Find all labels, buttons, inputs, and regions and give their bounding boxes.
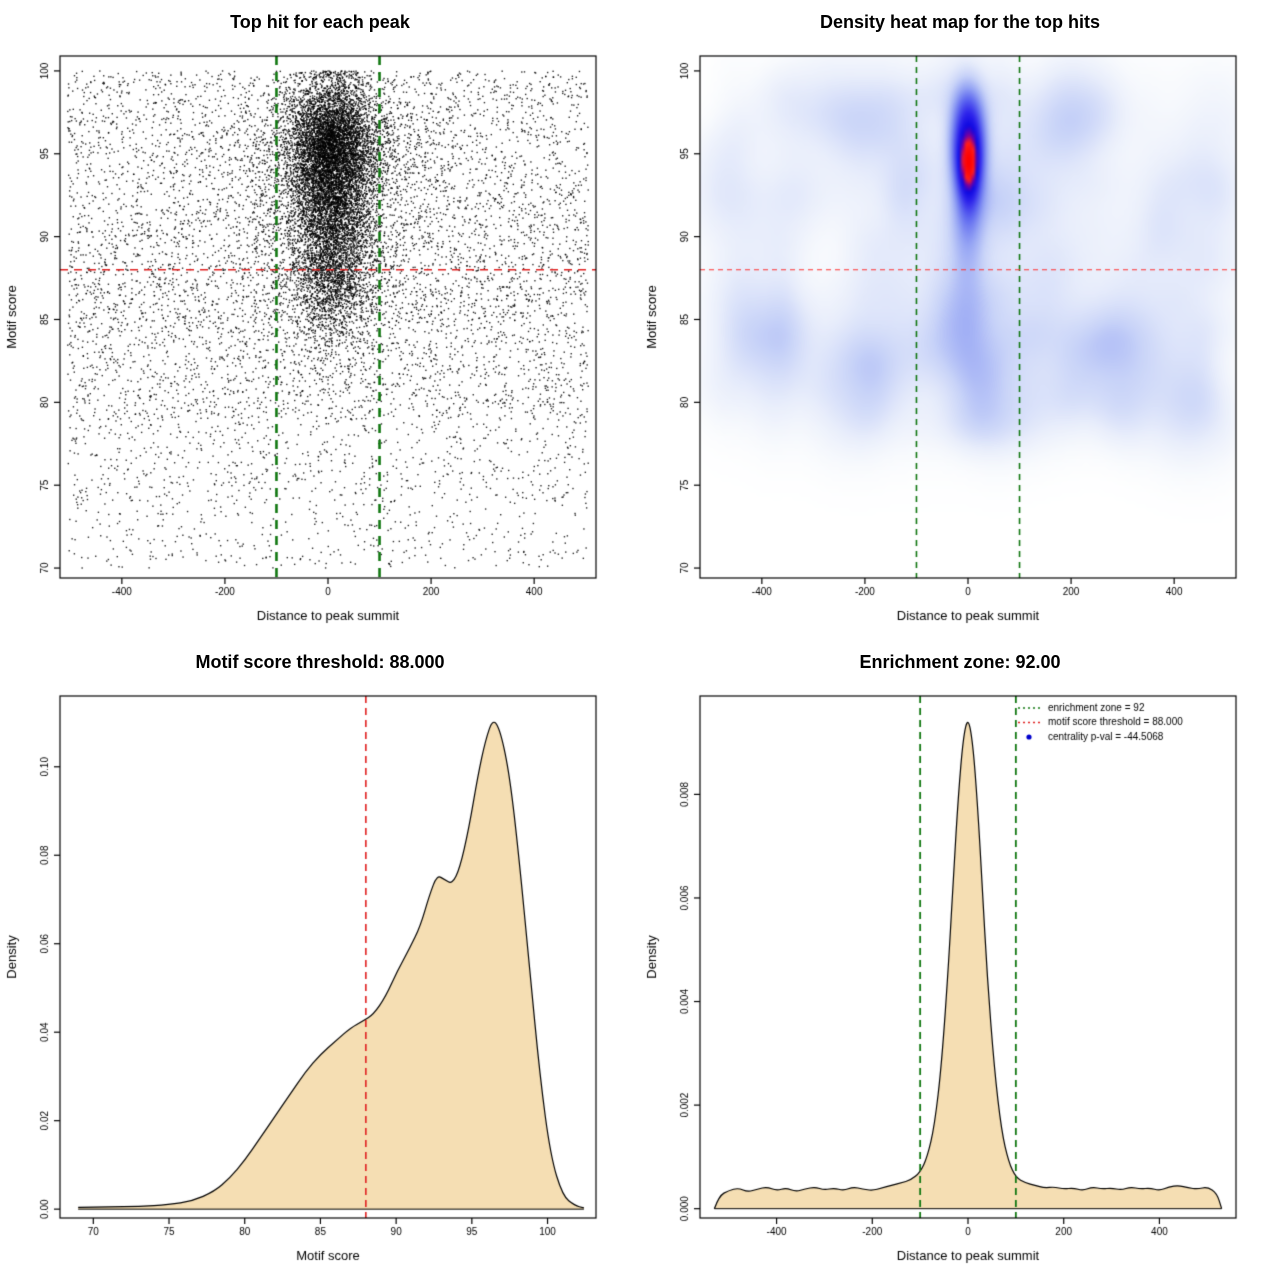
panel-density-heatmap: Density heat map for the top hits [640, 0, 1280, 640]
motif-density-plot-canvas [0, 684, 640, 1280]
panel-distance-density: Enrichment zone: 92.00 [640, 640, 1280, 1280]
chart-title-heatmap: Density heat map for the top hits [819, 11, 1101, 32]
heatmap-plot-canvas [640, 44, 1280, 640]
chart-title-scatter: Top hit for each peak [230, 11, 410, 32]
chart-title-enrichment-zone: Enrichment zone: 92.00 [859, 651, 1061, 672]
panel-top-hit-scatter: Top hit for each peak [0, 0, 640, 640]
panel-motif-score-density: Motif score threshold: 88.000 [0, 640, 640, 1280]
chart-title-motif-density: Motif score threshold: 88.000 [195, 651, 445, 672]
scatter-plot-canvas [0, 44, 640, 640]
distance-density-plot-canvas [640, 684, 1280, 1280]
